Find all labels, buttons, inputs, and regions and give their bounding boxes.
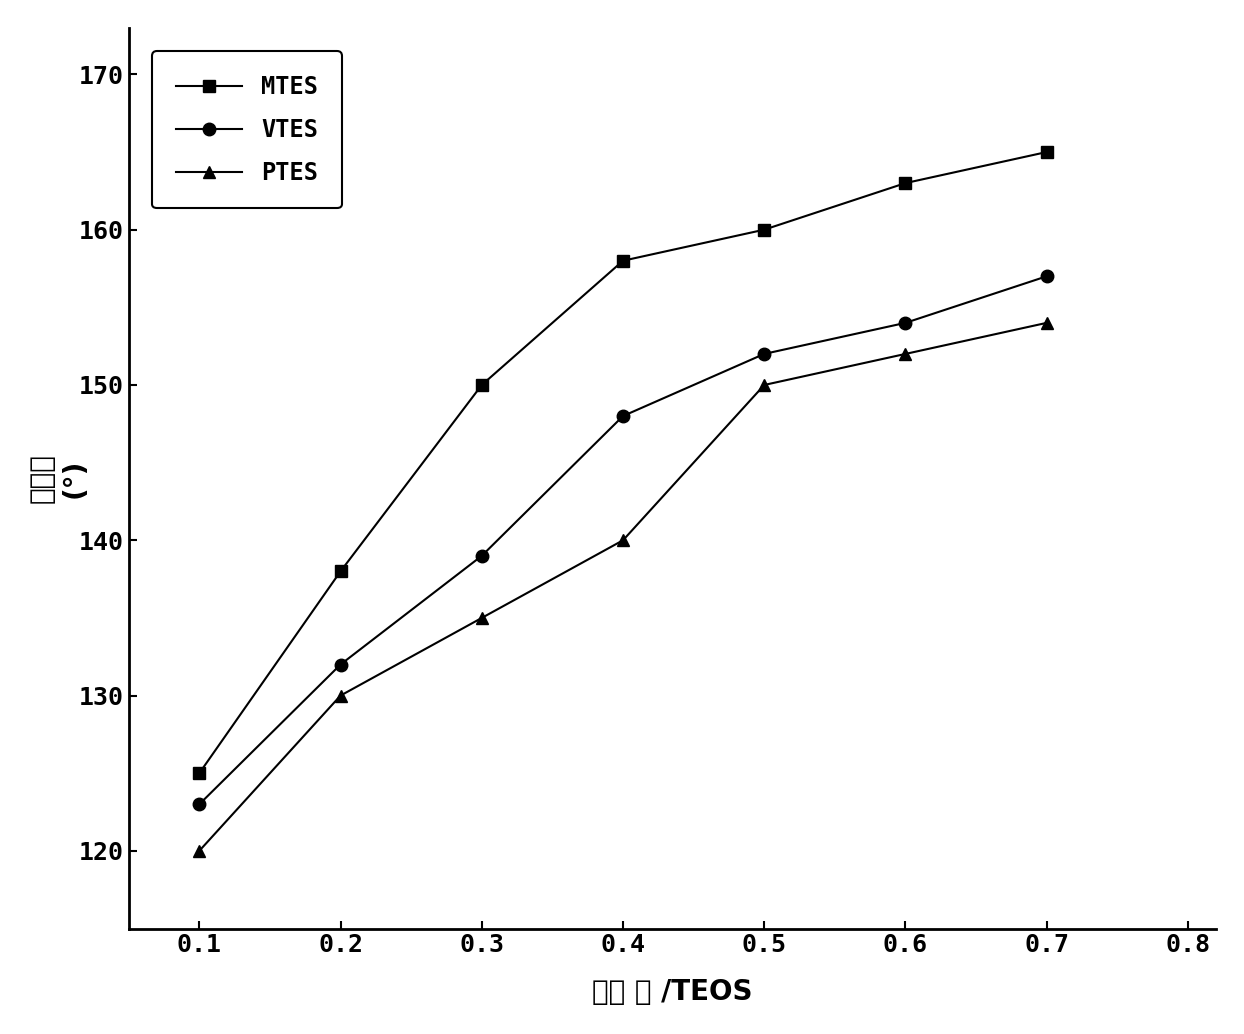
VTES: [756, 347, 771, 360]
PTES: [1039, 316, 1054, 329]
VTES: [192, 798, 207, 811]
MTES: [192, 767, 207, 780]
X-axis label: 改性 剂 /TEOS: 改性 剂 /TEOS: [592, 978, 753, 1006]
MTES: [756, 223, 771, 236]
VTES: [1039, 270, 1054, 282]
PTES: [474, 612, 489, 625]
MTES: [474, 378, 489, 391]
Line: MTES: MTES: [193, 146, 1052, 780]
VTES: [333, 659, 348, 671]
Line: PTES: PTES: [193, 316, 1052, 857]
MTES: [898, 177, 913, 189]
PTES: [616, 535, 631, 547]
MTES: [1039, 146, 1054, 158]
Legend: MTES, VTES, PTES: MTES, VTES, PTES: [152, 52, 342, 209]
MTES: [333, 566, 348, 578]
PTES: [333, 690, 348, 702]
Y-axis label: 接触角
(°): 接触角 (°): [27, 453, 88, 504]
VTES: [616, 409, 631, 422]
Line: VTES: VTES: [193, 270, 1052, 811]
VTES: [898, 316, 913, 329]
PTES: [756, 378, 771, 391]
MTES: [616, 254, 631, 267]
VTES: [474, 550, 489, 562]
PTES: [898, 347, 913, 360]
PTES: [192, 845, 207, 857]
